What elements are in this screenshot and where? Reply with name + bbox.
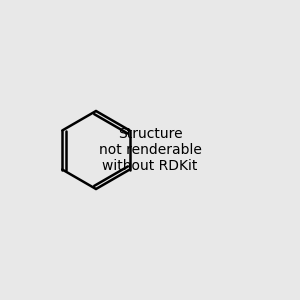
Text: Structure
not renderable
without RDKit: Structure not renderable without RDKit xyxy=(99,127,201,173)
